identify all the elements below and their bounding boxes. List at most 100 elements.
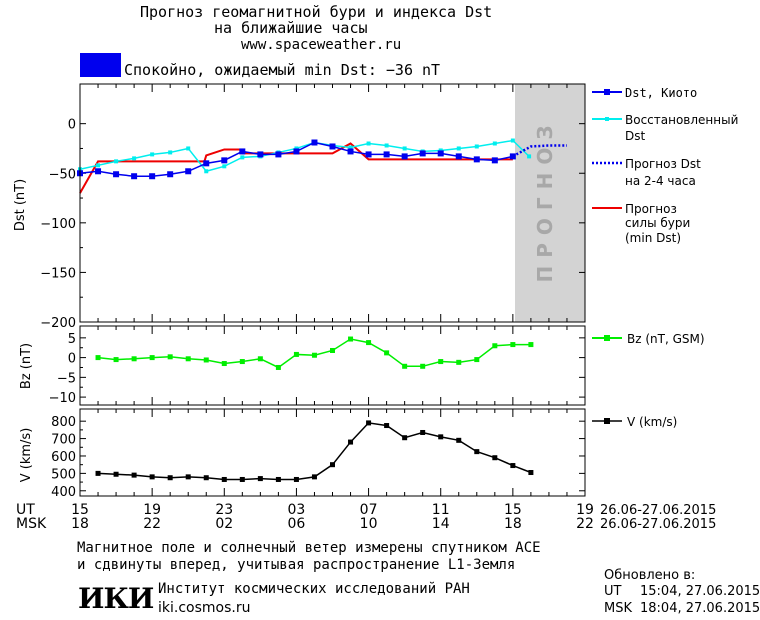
v-point	[203, 475, 209, 481]
legend-storm-2: силы бури	[625, 216, 690, 230]
date-range-msk: 26.06-27.06.2015	[600, 517, 716, 532]
bz-panel-frame	[79, 325, 586, 406]
v-point	[131, 472, 137, 478]
bz-point	[348, 336, 354, 342]
ut-tick-label: 23	[215, 502, 233, 518]
ut-tick-label: 19	[576, 502, 594, 518]
restored-dst-point	[510, 138, 515, 143]
bz-point	[528, 342, 534, 348]
ut-tick-label: 19	[143, 502, 161, 518]
legend-v: V (km/s)	[627, 415, 677, 429]
bz-plot: 5 0 −5 −10	[49, 326, 586, 406]
updated-label: Обновлено в:	[604, 568, 696, 583]
v-panel-frame	[79, 408, 586, 497]
restored-dst-point	[384, 143, 389, 148]
institute-site[interactable]: iki.cosmos.ru	[158, 600, 251, 616]
restored-dst-point	[474, 144, 479, 149]
restored-dst-point	[204, 169, 209, 174]
bz-point	[203, 357, 209, 363]
bz-point	[275, 364, 281, 370]
legend-restored-1: Восстановленный	[625, 113, 738, 127]
v-point	[257, 476, 263, 482]
legend-bz-marker	[604, 335, 610, 341]
restored-dst-point	[222, 164, 227, 169]
dst-kyoto-point	[149, 173, 156, 180]
legend: Dst, Киото Восстановленный Dst Прогноз D…	[592, 86, 738, 429]
y-tick-label: −10	[49, 391, 76, 406]
bz-point	[95, 355, 101, 361]
bz-point	[113, 357, 119, 363]
restored-dst-point	[168, 150, 173, 155]
footer-note-line2: и сдвинуты вперед, учитывая распростране…	[77, 557, 516, 573]
dst-kyoto-point	[437, 150, 444, 157]
status-text: Спокойно, ожидаемый min Dst: −36 nT	[124, 61, 441, 79]
status-color-swatch	[80, 53, 121, 77]
ut-tick-label: 11	[432, 502, 450, 518]
updated-ut-label: UT	[604, 584, 622, 599]
v-point	[239, 476, 245, 482]
bz-point	[221, 361, 227, 367]
footer-note-line1: Магнитное поле и солнечный ветер измерен…	[77, 540, 541, 556]
msk-tick-label: 10	[360, 516, 378, 532]
v-point	[438, 434, 444, 440]
msk-tick-label: 18	[504, 516, 522, 532]
restored-dst-point	[456, 146, 461, 151]
legend-forecast-dst-2: на 2-4 часа	[625, 174, 696, 188]
legend-bz: Bz (nT, GSM)	[627, 332, 705, 346]
msk-tick-label: 18	[71, 516, 89, 532]
dst-kyoto-point	[131, 173, 138, 180]
dst-kyoto-point	[347, 148, 354, 155]
updated-msk: 18:04, 27.06.2015	[640, 601, 760, 616]
restored-dst-point	[186, 146, 191, 151]
v-point	[402, 435, 408, 441]
v-plot: 800 700 600 500 400	[51, 409, 586, 500]
v-point	[311, 474, 317, 480]
legend-forecast-dst-1: Прогноз Dst	[625, 157, 701, 171]
bz-point	[185, 356, 191, 362]
y-tick-label: 0	[68, 118, 76, 133]
bz-point	[456, 359, 462, 365]
restored-dst-point	[240, 155, 245, 160]
y-tick-label: −100	[40, 217, 76, 232]
bz-ylabel: Bz (nT)	[19, 343, 34, 389]
legend-restored-marker	[605, 117, 609, 121]
dst-kyoto-point	[383, 151, 390, 158]
bz-point	[239, 359, 245, 365]
msk-tick-label: 06	[288, 516, 306, 532]
bz-point	[510, 342, 516, 348]
dst-kyoto-point	[167, 171, 174, 178]
v-point	[510, 463, 516, 469]
bz-point	[167, 354, 173, 360]
restored-dst-point	[132, 156, 137, 161]
bz-point	[474, 357, 480, 363]
legend-v-marker	[604, 418, 610, 424]
bz-point	[366, 340, 372, 346]
bz-point	[131, 356, 137, 362]
dst-kyoto-point	[365, 151, 372, 158]
y-tick-label: 500	[51, 467, 76, 482]
legend-storm-3: (min Dst)	[625, 231, 681, 245]
v-point	[275, 476, 281, 482]
dst-kyoto-point	[203, 160, 210, 167]
msk-tick-label: 14	[432, 516, 450, 532]
restored-dst-point	[348, 145, 353, 150]
y-tick-label: −5	[57, 371, 76, 386]
restored-dst-point	[114, 159, 119, 164]
y-tick-label: −150	[40, 266, 76, 281]
dst-ylabel: Dst (nT)	[13, 179, 28, 231]
bz-point	[384, 350, 390, 356]
y-tick-label: 800	[51, 415, 76, 430]
legend-storm-1: Прогноз	[625, 202, 677, 216]
ut-axis-label: UT	[16, 502, 35, 518]
dst-kyoto-point	[293, 148, 300, 155]
iki-logo: ИКИ	[78, 582, 154, 615]
dst-kyoto-point	[473, 156, 480, 163]
y-tick-label: 5	[68, 332, 76, 347]
updated-ut: 15:04, 27.06.2015	[640, 584, 760, 599]
msk-tick-label: 02	[215, 516, 233, 532]
v-point	[474, 449, 480, 455]
dst-plot: 0 −50 −100 −150 −200	[40, 84, 586, 331]
bz-point	[330, 347, 335, 353]
v-point	[384, 423, 390, 429]
bz-point	[149, 355, 155, 361]
